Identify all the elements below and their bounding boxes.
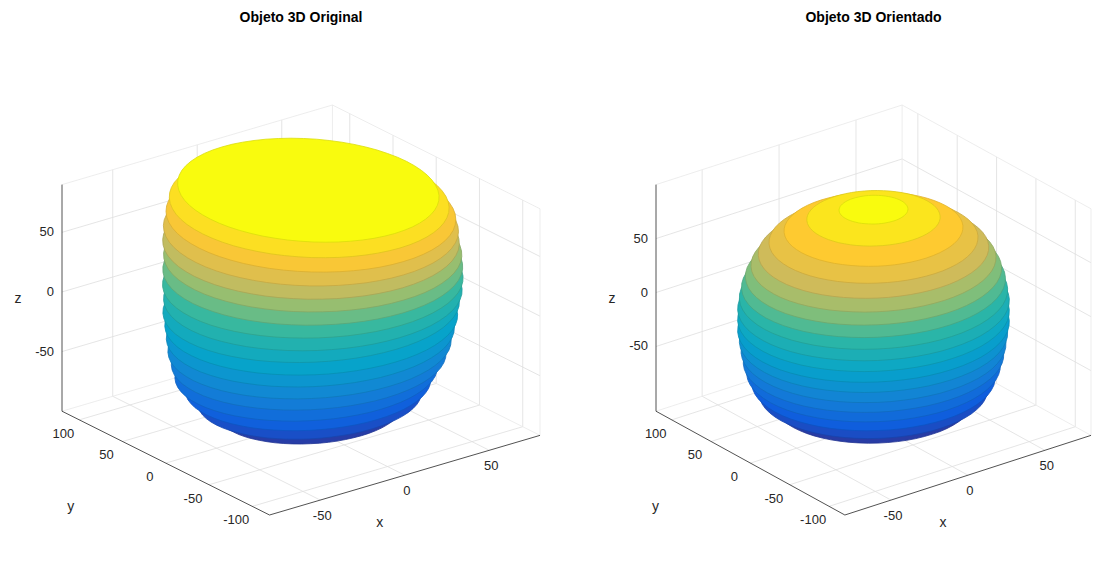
svg-text:0: 0 xyxy=(641,285,648,300)
svg-text:0: 0 xyxy=(403,483,410,498)
svg-text:50: 50 xyxy=(1040,458,1054,473)
svg-text:-50: -50 xyxy=(35,344,54,359)
svg-text:x: x xyxy=(376,514,383,530)
svg-text:y: y xyxy=(652,498,659,514)
svg-text:100: 100 xyxy=(645,426,667,441)
svg-text:0: 0 xyxy=(47,284,54,299)
svg-text:50: 50 xyxy=(40,224,54,239)
svg-text:Objeto 3D Orientado: Objeto 3D Orientado xyxy=(805,9,941,25)
svg-text:z: z xyxy=(609,290,616,306)
svg-text:x: x xyxy=(939,514,946,530)
svg-text:-50: -50 xyxy=(629,338,648,353)
svg-text:100: 100 xyxy=(52,426,74,441)
svg-text:-50: -50 xyxy=(184,491,203,506)
svg-text:-100: -100 xyxy=(800,512,826,527)
svg-text:-50: -50 xyxy=(313,508,332,523)
svg-text:50: 50 xyxy=(484,458,498,473)
svg-text:50: 50 xyxy=(99,447,113,462)
svg-text:0: 0 xyxy=(146,469,153,484)
svg-text:z: z xyxy=(15,290,22,306)
svg-text:50: 50 xyxy=(688,447,702,462)
svg-text:-100: -100 xyxy=(223,512,249,527)
svg-text:-50: -50 xyxy=(884,508,903,523)
svg-text:50: 50 xyxy=(634,231,648,246)
svg-text:0: 0 xyxy=(731,469,738,484)
svg-text:y: y xyxy=(67,498,74,514)
svg-text:-50: -50 xyxy=(764,491,783,506)
svg-text:Objeto 3D Original: Objeto 3D Original xyxy=(240,9,363,25)
svg-text:0: 0 xyxy=(966,483,973,498)
